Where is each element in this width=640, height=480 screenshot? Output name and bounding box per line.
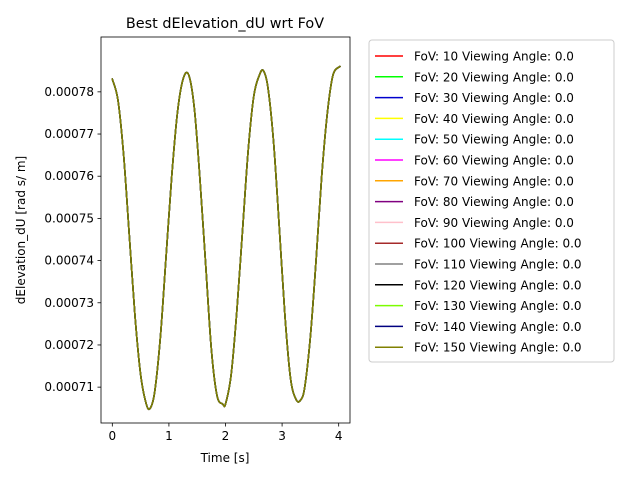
y-tick-label: 0.00072 — [44, 338, 94, 352]
legend-item: FoV: 60 Viewing Angle: 0.0 — [375, 154, 574, 168]
y-tick-label: 0.00074 — [44, 254, 94, 268]
legend-label: FoV: 150 Viewing Angle: 0.0 — [414, 341, 582, 355]
legend-items: FoV: 10 Viewing Angle: 0.0 FoV: 20 Viewin… — [375, 50, 582, 355]
legend-item: FoV: 150 Viewing Angle: 0.0 — [375, 341, 582, 355]
y-tick-label: 0.00071 — [44, 380, 94, 394]
legend-label: FoV: 30 Viewing Angle: 0.0 — [414, 91, 574, 105]
y-tick-label: 0.00077 — [44, 127, 94, 141]
legend-item: FoV: 90 Viewing Angle: 0.0 — [375, 216, 574, 230]
series-layer — [111, 65, 341, 411]
x-tick-label: 1 — [165, 429, 173, 443]
legend-label: FoV: 90 Viewing Angle: 0.0 — [414, 216, 574, 230]
x-axis-ticks: 0 1 2 3 4 — [108, 423, 343, 443]
legend-label: FoV: 60 Viewing Angle: 0.0 — [414, 154, 574, 168]
x-tick-label: 3 — [278, 429, 286, 443]
y-tick-label: 0.00073 — [44, 296, 94, 310]
legend-label: FoV: 110 Viewing Angle: 0.0 — [414, 258, 582, 272]
series-line-15 — [111, 65, 341, 411]
legend-label: FoV: 70 Viewing Angle: 0.0 — [414, 174, 574, 188]
legend-label: FoV: 100 Viewing Angle: 0.0 — [414, 237, 582, 251]
legend: FoV: 10 Viewing Angle: 0.0 FoV: 20 Viewin… — [368, 39, 615, 363]
y-axis-ticks: 0.00071 0.00072 0.00073 0.00074 0.00075 0.000… — [44, 85, 101, 394]
x-tick-label: 2 — [222, 429, 230, 443]
legend-item: FoV: 110 Viewing Angle: 0.0 — [375, 258, 582, 272]
legend-label: FoV: 20 Viewing Angle: 0.0 — [414, 70, 574, 84]
legend-item: FoV: 130 Viewing Angle: 0.0 — [375, 299, 582, 313]
x-axis-label: Time [s] — [200, 451, 250, 465]
legend-item: FoV: 140 Viewing Angle: 0.0 — [375, 320, 582, 334]
legend-item: FoV: 100 Viewing Angle: 0.0 — [375, 237, 582, 251]
x-tick-label: 4 — [335, 429, 343, 443]
legend-label: FoV: 50 Viewing Angle: 0.0 — [414, 133, 574, 147]
legend-item: FoV: 80 Viewing Angle: 0.0 — [375, 195, 574, 209]
legend-item: FoV: 20 Viewing Angle: 0.0 — [375, 70, 574, 84]
legend-item: FoV: 70 Viewing Angle: 0.0 — [375, 174, 574, 188]
legend-item: FoV: 50 Viewing Angle: 0.0 — [375, 133, 574, 147]
plot-area — [100, 36, 351, 424]
legend-item: FoV: 120 Viewing Angle: 0.0 — [375, 278, 582, 292]
legend-label: FoV: 140 Viewing Angle: 0.0 — [414, 320, 582, 334]
legend-item: FoV: 30 Viewing Angle: 0.0 — [375, 91, 574, 105]
axes-background — [101, 37, 350, 423]
chart-title: Best dElevation_dU wrt FoV — [126, 16, 324, 32]
legend-item: FoV: 10 Viewing Angle: 0.0 — [375, 50, 574, 64]
legend-label: FoV: 130 Viewing Angle: 0.0 — [414, 299, 582, 313]
legend-item: FoV: 40 Viewing Angle: 0.0 — [375, 112, 574, 126]
y-tick-label: 0.00076 — [44, 169, 94, 183]
y-axis-label: dElevation_dU [rad s/ m] — [14, 156, 28, 304]
legend-label: FoV: 80 Viewing Angle: 0.0 — [414, 195, 574, 209]
x-tick-label: 0 — [108, 429, 116, 443]
y-tick-label: 0.00075 — [44, 211, 94, 225]
legend-label: FoV: 120 Viewing Angle: 0.0 — [414, 278, 582, 292]
legend-frame — [368, 39, 615, 363]
legend-label: FoV: 10 Viewing Angle: 0.0 — [414, 50, 574, 64]
legend-label: FoV: 40 Viewing Angle: 0.0 — [414, 112, 574, 126]
y-tick-label: 0.00078 — [44, 85, 94, 99]
